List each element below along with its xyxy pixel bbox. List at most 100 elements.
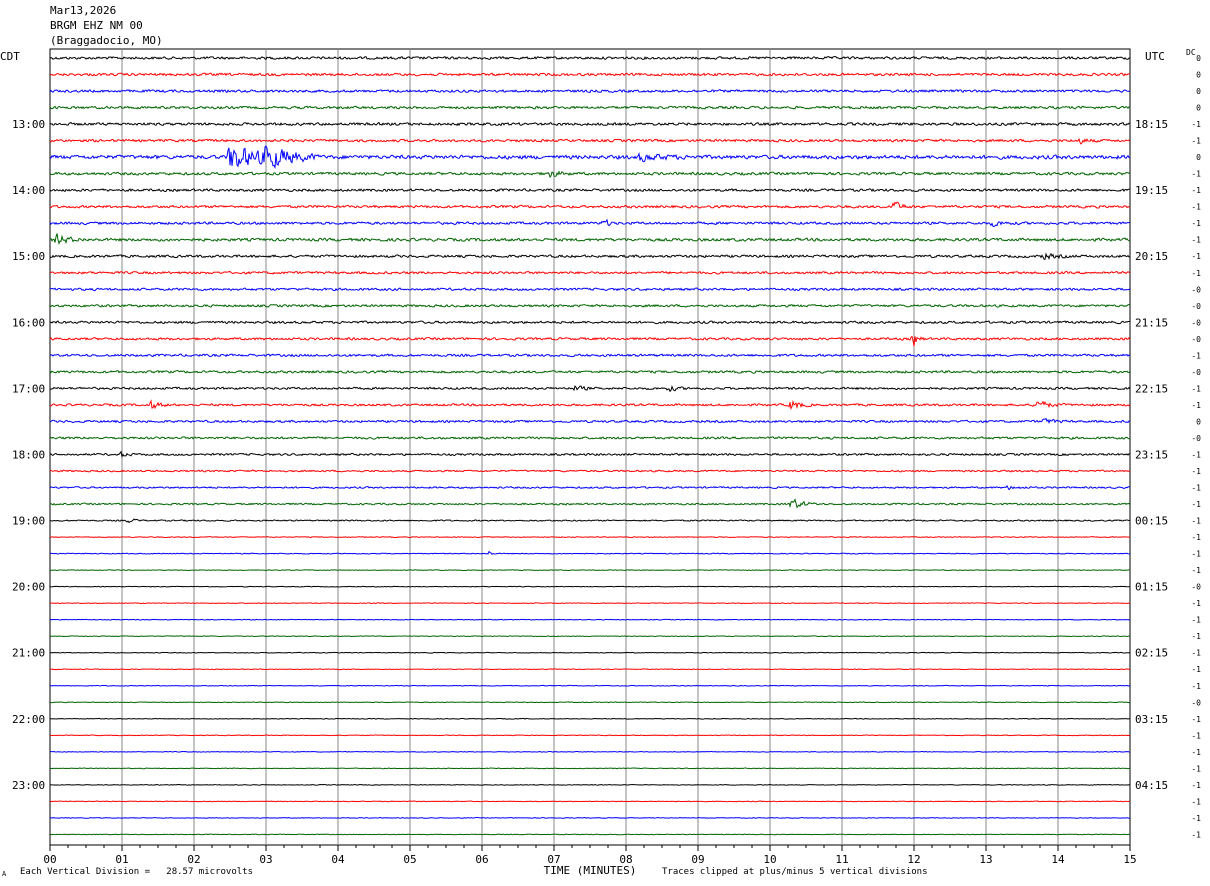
right-hour-label: 20:15	[1135, 250, 1168, 263]
trace-line	[49, 602, 1131, 605]
trace-line	[49, 270, 1131, 275]
left-timezone-label: CDT	[0, 50, 20, 63]
dc-offset-label: -1	[1191, 384, 1201, 393]
trace-line	[49, 817, 1131, 819]
x-tick-label: 04	[331, 853, 345, 866]
trace-line	[49, 56, 1131, 60]
trace-line	[49, 484, 1131, 491]
dc-offset-label: -0	[1191, 368, 1201, 377]
trace-line	[49, 717, 1131, 720]
trace-line	[49, 833, 1131, 836]
right-timezone-label: UTC	[1145, 50, 1165, 63]
dc-offset-label: -1	[1191, 550, 1201, 559]
trace-line	[49, 569, 1131, 572]
left-hour-label: 16:00	[12, 316, 45, 329]
right-hour-label: 19:15	[1135, 184, 1168, 197]
trace-line	[49, 701, 1131, 704]
dc-offset-label: -1	[1191, 120, 1201, 129]
vertical-division-note: Each Vertical Division = 28.57 microvolt…	[20, 867, 253, 877]
dc-offset-label: -1	[1191, 814, 1201, 823]
right-hour-label: 22:15	[1135, 382, 1168, 395]
dc-offset-label: 0	[1196, 87, 1201, 96]
dc-offset-label: -1	[1191, 781, 1201, 790]
left-hour-label: 17:00	[12, 382, 45, 395]
x-tick-label: 12	[907, 853, 920, 866]
trace-line	[49, 287, 1131, 292]
trace-line	[49, 320, 1131, 325]
x-tick-label: 06	[475, 853, 488, 866]
dc-offset-label: -1	[1191, 236, 1201, 245]
x-tick-label: 14	[1051, 853, 1065, 866]
left-hour-label: 18:00	[12, 448, 45, 461]
trace-line	[49, 618, 1131, 621]
trace-line	[49, 518, 1131, 524]
dc-offset-label: -1	[1191, 682, 1201, 691]
trace-line	[49, 767, 1131, 770]
trace-line	[49, 121, 1131, 127]
trace-line	[49, 417, 1131, 425]
trace-line	[49, 303, 1131, 308]
left-hour-label: 15:00	[12, 250, 45, 263]
left-hour-label: 19:00	[12, 515, 45, 528]
dc-offset-label: -1	[1191, 517, 1201, 526]
trace-line	[49, 170, 1131, 179]
dc-offset-label: 0	[1196, 54, 1201, 63]
trace-line	[49, 353, 1131, 358]
plot-frame	[49, 48, 1131, 846]
right-hour-label: 04:15	[1135, 779, 1168, 792]
dc-offset-label: -1	[1191, 269, 1201, 278]
x-tick-label: 01	[115, 853, 128, 866]
trace-line	[49, 335, 1131, 347]
trace-line	[49, 89, 1131, 94]
dc-offset-label: 0	[1196, 153, 1201, 162]
x-tick-label: 08	[619, 853, 632, 866]
trace-line	[49, 469, 1131, 473]
trace-line	[49, 201, 1131, 209]
x-tick-label: 11	[835, 853, 848, 866]
dc-offset-label: -1	[1191, 599, 1201, 608]
trace-line	[49, 252, 1131, 260]
trace-line	[49, 800, 1131, 803]
dc-offset-label: -1	[1191, 351, 1201, 360]
dc-offset-label: -0	[1191, 698, 1201, 707]
dc-offset-label: 0	[1196, 71, 1201, 80]
dc-offset-label: -1	[1191, 467, 1201, 476]
dc-offset-label: -1	[1191, 649, 1201, 658]
trace-line	[49, 550, 1131, 555]
dc-offset-label: -0	[1191, 318, 1201, 327]
x-axis-title: TIME (MINUTES)	[544, 864, 637, 877]
dc-offset-label: -0	[1191, 434, 1201, 443]
clipping-note: Traces clipped at plus/minus 5 vertical …	[662, 867, 928, 877]
dc-offset-label: -1	[1191, 764, 1201, 773]
right-hour-label: 23:15	[1135, 448, 1168, 461]
dc-offset-label: -1	[1191, 219, 1201, 228]
corner-mark: A	[2, 870, 7, 878]
trace-line	[49, 734, 1131, 737]
trace-line	[49, 450, 1131, 459]
left-hour-label: 21:00	[12, 647, 45, 660]
dc-offset-label: -1	[1191, 632, 1201, 641]
trace-line	[49, 145, 1131, 170]
right-hour-label: 00:15	[1135, 515, 1168, 528]
dc-offset-label: -1	[1191, 616, 1201, 625]
trace-line	[49, 784, 1131, 786]
left-hour-label: 14:00	[12, 184, 45, 197]
dc-offset-label: -0	[1191, 335, 1201, 344]
dc-offset-label: -1	[1191, 731, 1201, 740]
trace-line	[49, 188, 1131, 193]
x-tick-label: 07	[547, 853, 560, 866]
dc-offset-label: -1	[1191, 401, 1201, 410]
dc-offset-label: -1	[1191, 450, 1201, 459]
dc-offset-label: -1	[1191, 252, 1201, 261]
dc-offset-label: -1	[1191, 137, 1201, 146]
dc-offset-label: -0	[1191, 285, 1201, 294]
trace-line	[49, 137, 1131, 145]
x-tick-label: 05	[403, 853, 416, 866]
plot-grid	[49, 48, 1131, 851]
right-hour-label: 02:15	[1135, 647, 1168, 660]
station-name: BRGM EHZ NM 00	[50, 19, 143, 32]
x-tick-label: 00	[43, 853, 56, 866]
right-hour-label: 01:15	[1135, 581, 1168, 594]
right-hour-label: 18:15	[1135, 118, 1168, 131]
